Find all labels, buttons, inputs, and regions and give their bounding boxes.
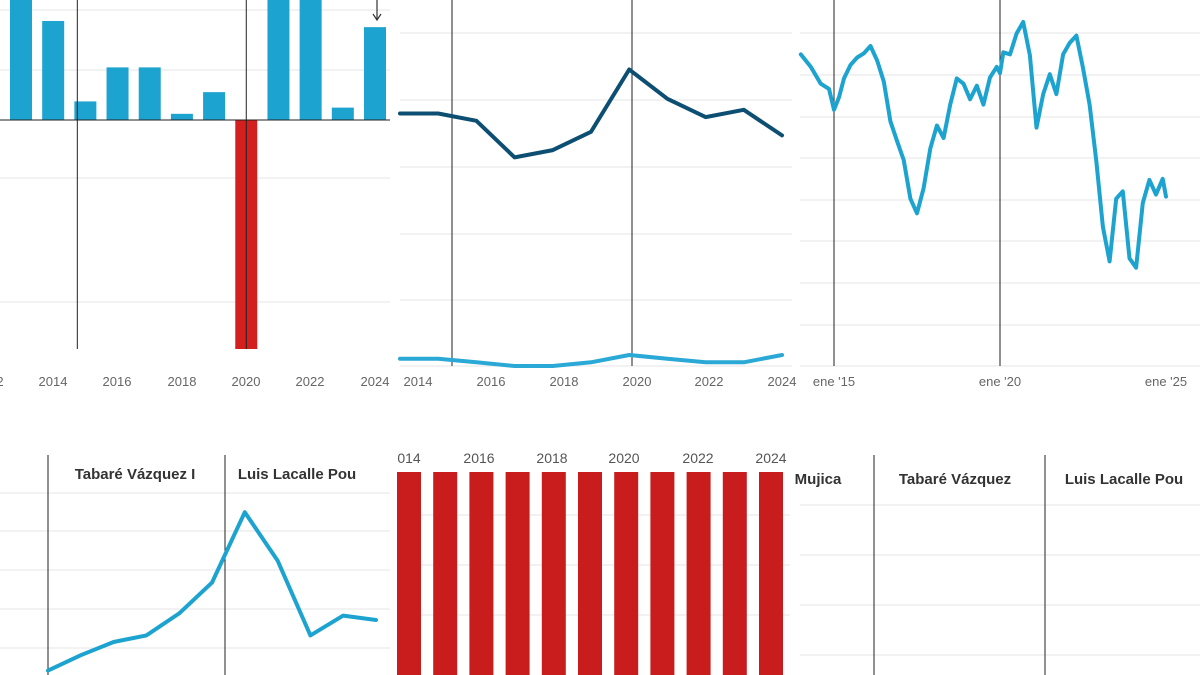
- bar: [578, 472, 602, 675]
- bar: [541, 472, 566, 675]
- bar: [106, 67, 129, 120]
- series-line: [398, 353, 784, 368]
- bar: [650, 472, 675, 675]
- panel-gdp-bars: 2 2014 2016 2018 2020 2022 2024: [0, 0, 390, 389]
- x-tick-label: 2024: [755, 450, 786, 466]
- bar: [364, 27, 386, 120]
- x-tick-label: 2014: [404, 374, 433, 389]
- x-tick-label: 2022: [296, 374, 325, 389]
- term-label: Mujica: [795, 471, 842, 488]
- bar: [614, 472, 639, 675]
- series-line: [398, 67, 784, 160]
- x-tick-label: ene '25: [1145, 374, 1187, 389]
- x-tick-label: 2020: [623, 374, 652, 389]
- panel-term-line: Tabaré Vázquez I Luis Lacalle Pou: [0, 455, 390, 675]
- term-label: Luis Lacalle Pou: [1065, 471, 1183, 488]
- bar: [469, 472, 494, 675]
- x-tick-label: 2024: [768, 374, 797, 389]
- bar: [138, 67, 161, 120]
- x-tick-label: 2022: [682, 450, 713, 466]
- panel-empty-terms: Mujica Tabaré Vázquez Luis Lacalle Pou: [795, 455, 1200, 675]
- x-tick-label: 2018: [536, 450, 567, 466]
- bar: [686, 472, 711, 675]
- x-tick-label: ene '15: [813, 374, 855, 389]
- term-label: Luis Lacalle Pou: [238, 466, 356, 483]
- series-line: [46, 510, 378, 673]
- panel-index-line: ene '15 ene '20 ene '25: [798, 0, 1200, 389]
- bar: [331, 107, 354, 120]
- bar: [203, 92, 226, 120]
- x-tick-label: 2016: [463, 450, 494, 466]
- x-tick-label: 2014: [39, 374, 68, 389]
- bar: [299, 0, 322, 121]
- bar: [397, 472, 421, 675]
- bar: [74, 101, 97, 120]
- bar: [267, 0, 290, 120]
- index-line: [798, 20, 1168, 270]
- bar: [42, 20, 65, 120]
- term-label: Tabaré Vázquez: [899, 471, 1011, 488]
- x-tick-label: 2024: [361, 374, 390, 389]
- x-tick-label: 2020: [232, 374, 261, 389]
- x-tick-label: 2018: [550, 374, 579, 389]
- term-label: Tabaré Vázquez I: [75, 466, 196, 483]
- x-tick-label: 2020: [608, 450, 639, 466]
- x-tick-label: 2: [0, 374, 4, 389]
- x-tick-label: 2022: [695, 374, 724, 389]
- x-tick-label: 014: [397, 450, 421, 466]
- bar: [722, 472, 747, 675]
- x-tick-label: 2018: [168, 374, 197, 389]
- x-tick-label: 2016: [103, 374, 132, 389]
- annotation-arrowhead: [372, 13, 382, 22]
- x-tick-label: ene '20: [979, 374, 1021, 389]
- bar: [505, 472, 530, 675]
- bar: [10, 0, 32, 120]
- panel-red-bars: 014 2016 2018 2020 2022 2024: [397, 450, 790, 675]
- x-tick-label: 2016: [477, 374, 506, 389]
- bar: [433, 472, 458, 675]
- bar: [759, 472, 783, 675]
- bar: [170, 113, 193, 120]
- panel-two-lines: 2014 2016 2018 2020 2022 2024: [398, 0, 797, 389]
